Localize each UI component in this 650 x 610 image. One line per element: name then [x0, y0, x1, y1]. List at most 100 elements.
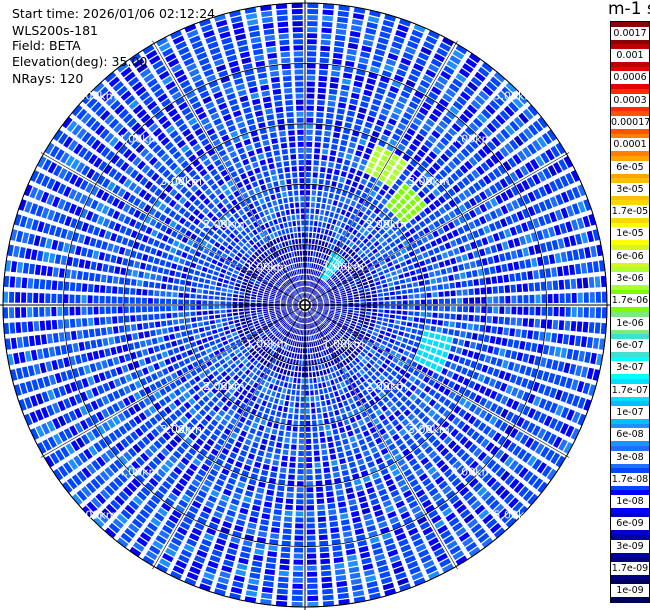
ray-bin: [179, 258, 186, 265]
ray-bin: [361, 95, 371, 103]
ray-bin: [224, 515, 234, 523]
ray-bin: [423, 385, 431, 393]
ray-bin: [388, 323, 394, 328]
ray-bin: [516, 403, 525, 413]
ray-bin: [283, 313, 288, 316]
ray-bin: [444, 452, 454, 461]
ray-bin: [217, 261, 223, 267]
ray-bin: [292, 383, 296, 389]
ray-bin: [313, 160, 319, 166]
ray-bin: [408, 300, 414, 305]
ray-bin: [323, 310, 329, 313]
ray-bin: [502, 161, 512, 172]
ray-bin: [263, 296, 269, 299]
ray-bin: [329, 264, 334, 270]
ray-bin: [113, 428, 123, 439]
ray-bin: [46, 333, 53, 344]
ray-bin: [336, 263, 342, 268]
ray-bin: [418, 494, 429, 503]
ray-bin: [200, 418, 209, 427]
ray-bin: [389, 266, 395, 272]
ray-bin: [123, 306, 129, 314]
ray-bin: [140, 452, 150, 462]
ray-bin: [207, 336, 214, 341]
ray-bin: [428, 388, 436, 397]
ray-bin: [210, 489, 220, 498]
ray-bin: [365, 209, 372, 216]
ray-bin: [457, 306, 462, 312]
ray-bin: [356, 490, 366, 498]
ray-bin: [198, 399, 206, 407]
ray-bin: [263, 575, 275, 582]
ray-bin: [305, 184, 311, 190]
ray-bin: [307, 577, 318, 583]
ray-bin: [432, 146, 442, 155]
ray-bin: [237, 455, 245, 463]
ray-bin: [144, 465, 154, 475]
ray-bin: [382, 253, 389, 259]
ray-bin: [360, 299, 366, 302]
ray-bin: [310, 309, 314, 314]
ray-bin: [132, 495, 143, 506]
ray-bin: [295, 309, 300, 313]
ray-bin: [395, 251, 402, 258]
ray-bin: [471, 169, 480, 179]
ray-bin: [365, 291, 371, 295]
ray-bin: [433, 356, 440, 363]
ray-bin: [144, 420, 153, 430]
ray-bin: [412, 463, 421, 472]
ray-bin: [450, 313, 456, 320]
ray-bin: [478, 532, 490, 544]
ray-bin: [281, 308, 287, 310]
ray-bin: [241, 321, 247, 325]
ray-bin: [389, 319, 395, 324]
ray-bin: [329, 311, 335, 315]
ray-bin: [400, 90, 411, 99]
ray-bin: [245, 590, 258, 597]
ray-bin: [232, 580, 244, 589]
ray-bin: [353, 522, 363, 530]
ray-bin: [287, 308, 293, 311]
ray-bin: [316, 311, 322, 314]
ray-bin: [247, 433, 254, 440]
ray-bin: [54, 226, 62, 238]
ray-bin: [458, 215, 466, 224]
ray-bin: [319, 546, 329, 553]
ray-bin: [320, 351, 325, 357]
ray-bin: [554, 420, 564, 432]
ray-bin: [301, 336, 304, 342]
ray-bin: [371, 382, 378, 389]
ray-bin: [326, 173, 332, 180]
ray-bin: [325, 269, 330, 275]
ray-bin: [499, 218, 508, 228]
ray-bin: [309, 263, 312, 268]
ray-bin: [499, 178, 509, 189]
ray-bin: [311, 408, 316, 414]
ray-bin: [33, 321, 40, 332]
ray-bin: [411, 571, 424, 581]
ray-bin: [292, 583, 303, 589]
ray-bin: [156, 370, 164, 378]
ray-bin: [339, 196, 346, 203]
ray-bin: [159, 259, 166, 267]
ray-bin: [37, 442, 47, 454]
ray-bin: [283, 350, 287, 356]
ray-bin: [428, 435, 437, 444]
ray-bin: [250, 278, 256, 282]
ray-bin: [366, 78, 376, 85]
ray-bin: [231, 273, 238, 279]
ray-bin: [327, 334, 332, 339]
ray-bin: [422, 123, 432, 132]
ray-bin: [358, 496, 367, 503]
ray-bin: [458, 408, 467, 418]
ray-bin: [314, 136, 322, 142]
ray-bin: [307, 21, 318, 27]
ray-bin: [219, 257, 226, 263]
ray-bin: [276, 313, 282, 316]
ray-bin: [362, 324, 368, 329]
ray-bin: [405, 148, 414, 157]
ray-bin: [563, 334, 570, 345]
ray-bin: [315, 124, 323, 130]
ray-bin: [260, 351, 266, 357]
ray-bin: [318, 302, 323, 304]
